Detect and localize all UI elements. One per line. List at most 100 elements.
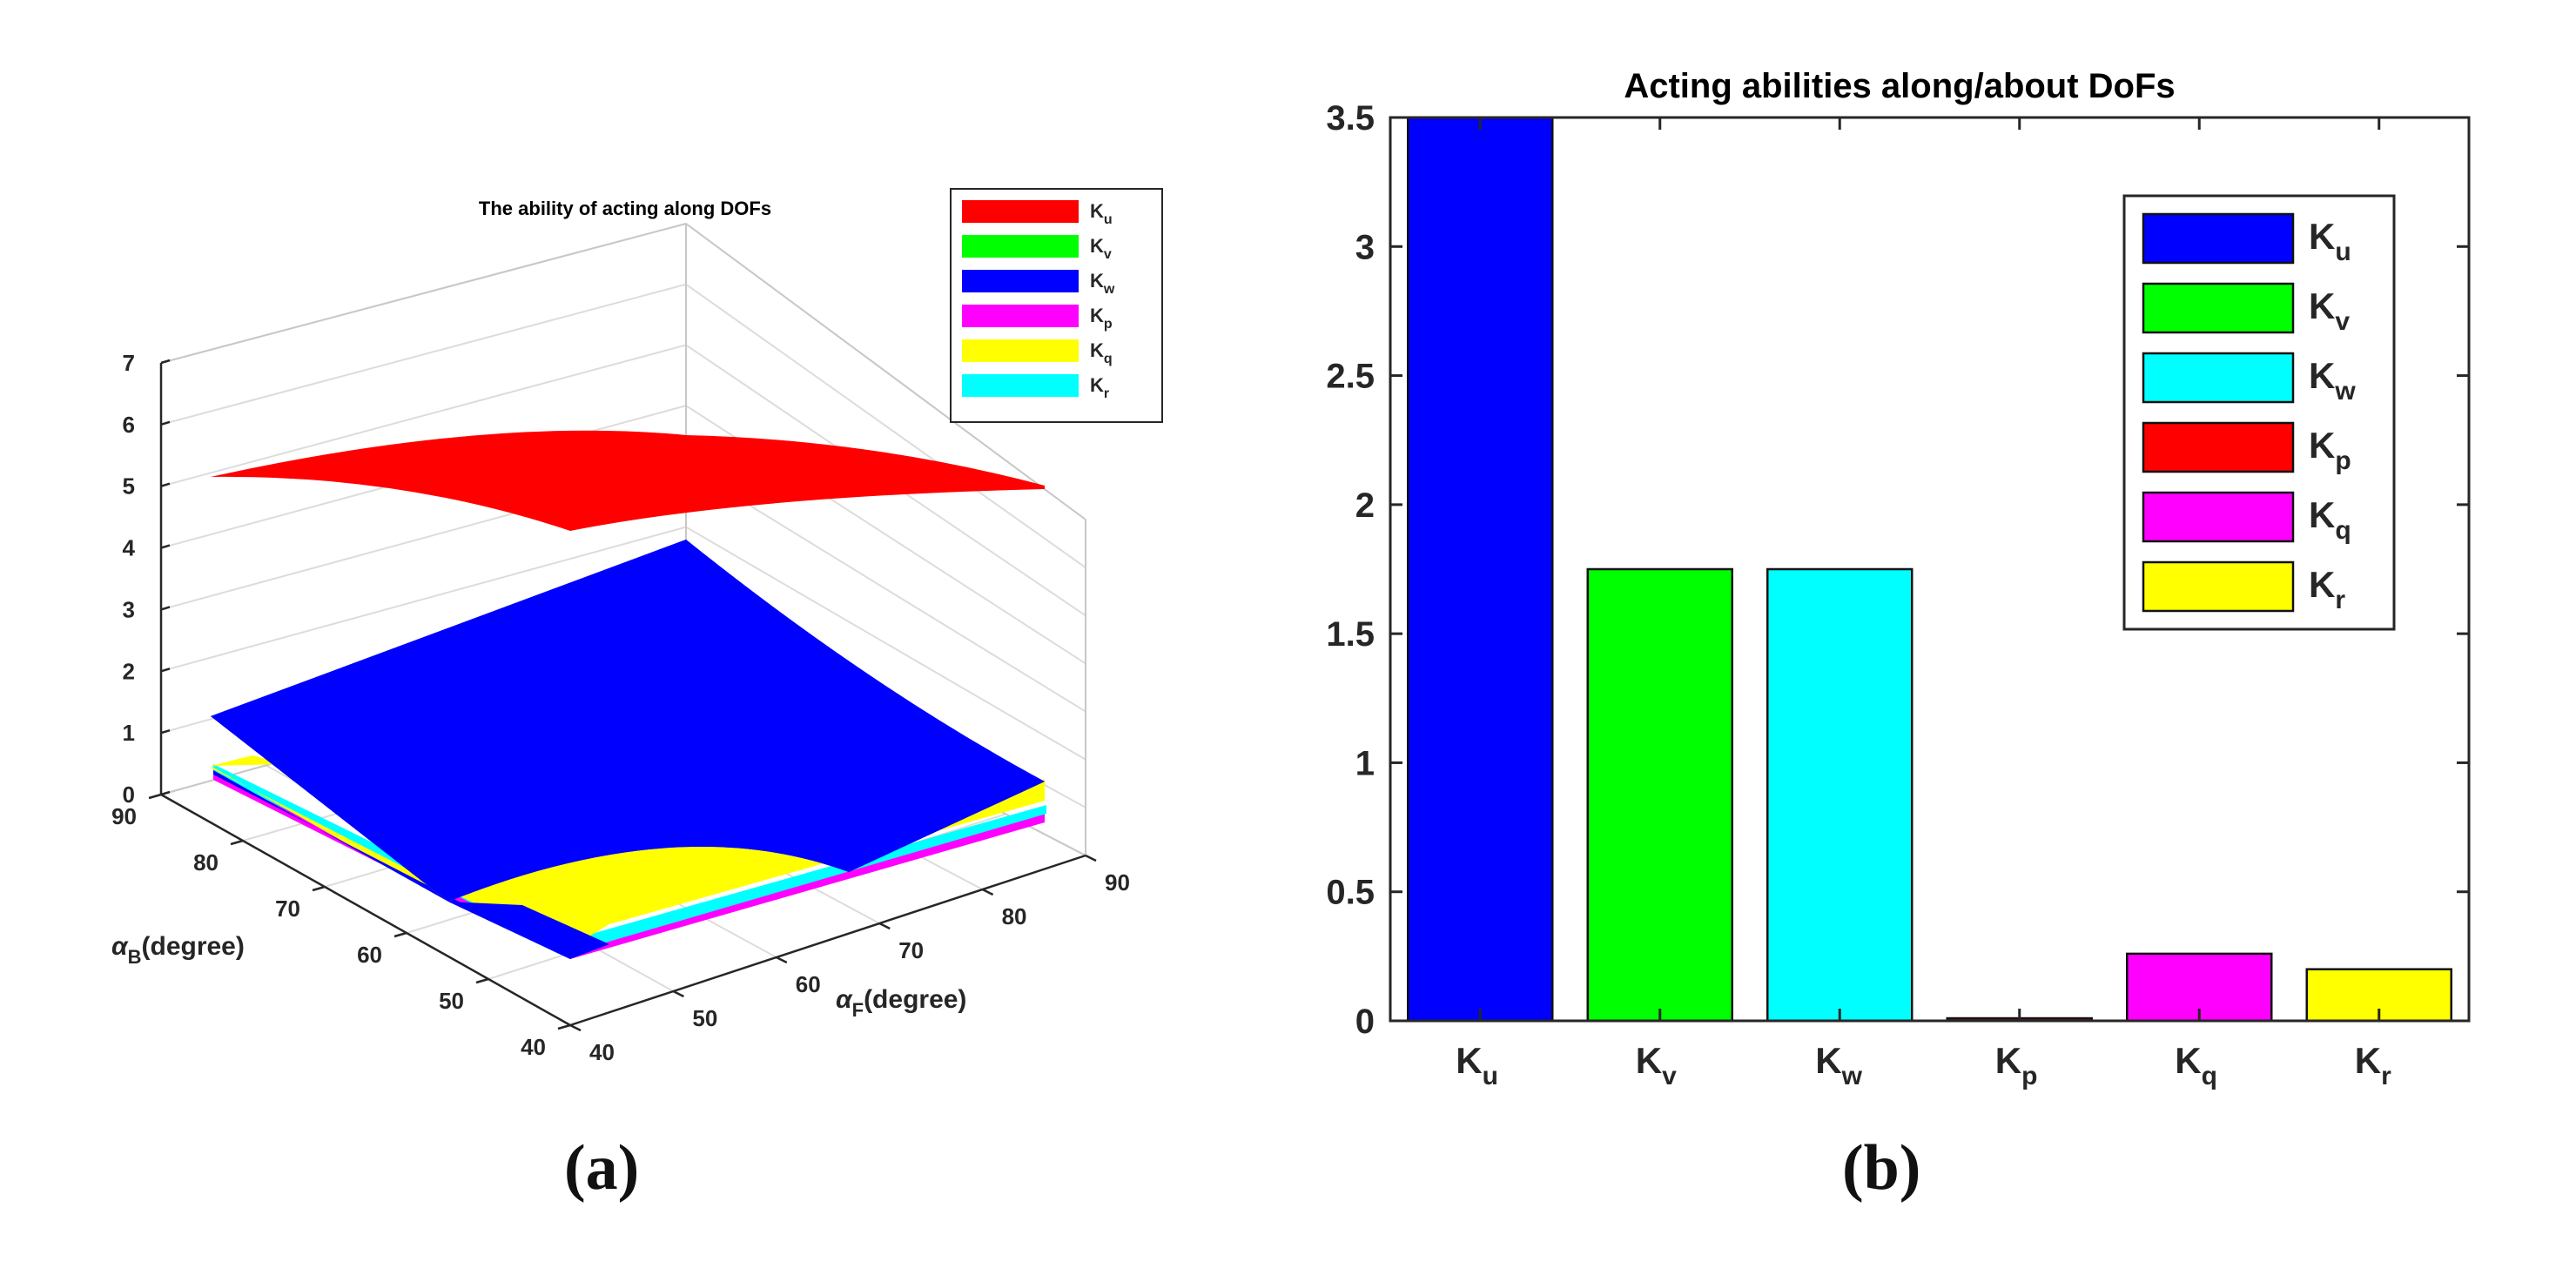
x-tick-label: 70 [898,937,924,963]
legend-swatch-k-q [2142,491,2295,543]
z-tick-label: 6 [123,412,135,438]
z-tick [160,359,171,365]
z-tick-label: 5 [123,473,135,500]
surface-legend: Ku Kv Kw Kp Kq Kr [950,188,1163,423]
legend-label-k-u: Ku [1090,200,1113,227]
y-axis-ticks: 0 0.5 1 1.5 2 2.5 3 3.5 [1326,99,2469,1041]
legend-swatch-k-u [2142,212,2295,265]
x-axis-ticks: Ku Kv Kw Kp Kq Kr [1456,117,2391,1090]
bar-legend: Ku Kv Kw Kp Kq Kr [2122,194,2396,631]
legend-label-k-r: Kr [2309,564,2345,614]
y-tick-label: 70 [275,896,300,922]
y-tick-label: 3.5 [1326,99,1375,138]
legend-label-k-r: Kr [1090,374,1109,401]
bar-series [1407,116,2452,1023]
legend-swatch-k-u [962,200,1079,223]
z-tick-label: 0 [123,782,135,808]
x-tick [569,1023,582,1032]
z-tick [160,606,171,611]
x-tick-label: 60 [796,971,821,997]
bar-chart-title: Acting abilities along/about DoFs [1624,67,2175,105]
x-tick-label: 90 [1105,869,1130,896]
y-axis-label: αB(degree) [111,932,245,968]
x-axis-ticks: 40 50 60 70 80 90 [569,854,1130,1065]
y-axis-line [160,793,571,1027]
z-tick-label: 1 [123,720,135,746]
legend-label-k-w: Kw [1090,270,1115,297]
x-tick-label-k-r: Kr [2355,1040,2391,1090]
x-tick [776,956,788,964]
y-axis: 40 50 60 70 80 90 [111,793,571,1060]
bar-k-w [1766,567,1914,1023]
surfaces [211,430,1046,959]
y-tick-label: 90 [111,803,137,829]
y-tick-label: 3 [1355,228,1375,266]
surface-k-q [211,755,1045,950]
z-tick-label: 7 [123,350,135,376]
legend-entries: Ku Kv Kw Kp Kq Kr [962,200,1115,401]
legend-label-k-q: Kq [2309,494,2351,545]
legend-swatch-k-w [2142,352,2295,404]
legend-swatch-k-r [2142,560,2295,613]
caption-a: (a) [564,1132,640,1204]
surface-k-r [213,764,1046,953]
y-tick-label: 60 [357,942,382,968]
legend-swatch-k-q [962,339,1079,362]
y-tick-label: 1 [1355,744,1375,782]
z-axis: 0 1 2 3 4 5 6 7 [123,350,171,808]
bar-k-v [1586,567,1733,1023]
x-tick-label-k-u: Ku [1456,1040,1498,1090]
x-axis-label: αF(degree) [836,985,966,1021]
z-tick [160,728,171,735]
z-axis-ticks: 0 1 2 3 4 5 6 7 [123,350,171,808]
y-tick-label: 2 [1355,486,1375,525]
y-tick-label: 50 [439,988,464,1014]
x-tick [878,922,891,930]
x-tick [982,888,994,896]
legend-label-k-v: Kv [1090,235,1112,262]
y-tick-label: 80 [193,849,219,876]
x-tick-label: 80 [1002,903,1027,929]
bar-chart-panel: Acting abilities along/about DoFs 0 0.5 1 1… [1254,0,2576,1264]
z-tick [160,482,171,487]
legend-swatch-k-p [962,305,1079,327]
legend-swatch-k-v [2142,282,2295,334]
y-tick-label: 0.5 [1326,874,1375,912]
x-tick [1085,854,1097,862]
legend-label-k-q: Kq [1090,339,1113,366]
x-tick [672,990,684,998]
legend-label-k-u: Ku [2309,216,2351,266]
z-tick [160,668,171,673]
legend-label-k-w: Kw [2309,355,2356,406]
z-tick [160,790,171,796]
bar-chart: Acting abilities along/about DoFs 0 0.5 1 1… [1326,67,2471,1090]
y-tick [475,977,489,984]
legend-entries: Ku Kv Kw Kp Kq Kr [2142,212,2356,614]
surface-chart: 0 1 2 3 4 5 6 7 40 50 60 70 80 90 40 50 60 70 80 90 αF(de… [111,188,1163,1065]
y-axis-ticks: 40 50 60 70 80 90 [111,793,571,1060]
legend-swatch-k-p [2142,421,2295,473]
x-tick-label: 50 [692,1005,717,1031]
y-tick [557,1023,571,1030]
x-tick-label-k-p: Kp [1995,1040,2038,1090]
caption-b: (b) [1842,1132,1921,1204]
plot-frame [1389,116,2471,1023]
legend-label-k-v: Kv [2309,285,2350,336]
surface-k-p [213,769,1045,959]
z-tick-label: 4 [123,535,136,561]
y-tick [393,931,407,938]
surface-k-w-bottom [448,902,609,959]
surface-k-w-fill [211,540,1045,902]
y-tick [230,839,244,846]
surface-chart-title: The ability of acting along DOFs [479,198,771,219]
y-tick-label: 0 [1355,1003,1375,1041]
z-tick [160,420,171,426]
x-tick-label-k-v: Kv [1636,1040,1677,1090]
z-tick-label: 3 [123,596,135,622]
legend-box [2122,194,2396,631]
z-tick-label: 2 [123,658,135,684]
y-tick [148,793,162,800]
y-tick-label: 2.5 [1326,358,1375,396]
y-tick [312,885,326,892]
x-axis-line [569,854,1086,1027]
